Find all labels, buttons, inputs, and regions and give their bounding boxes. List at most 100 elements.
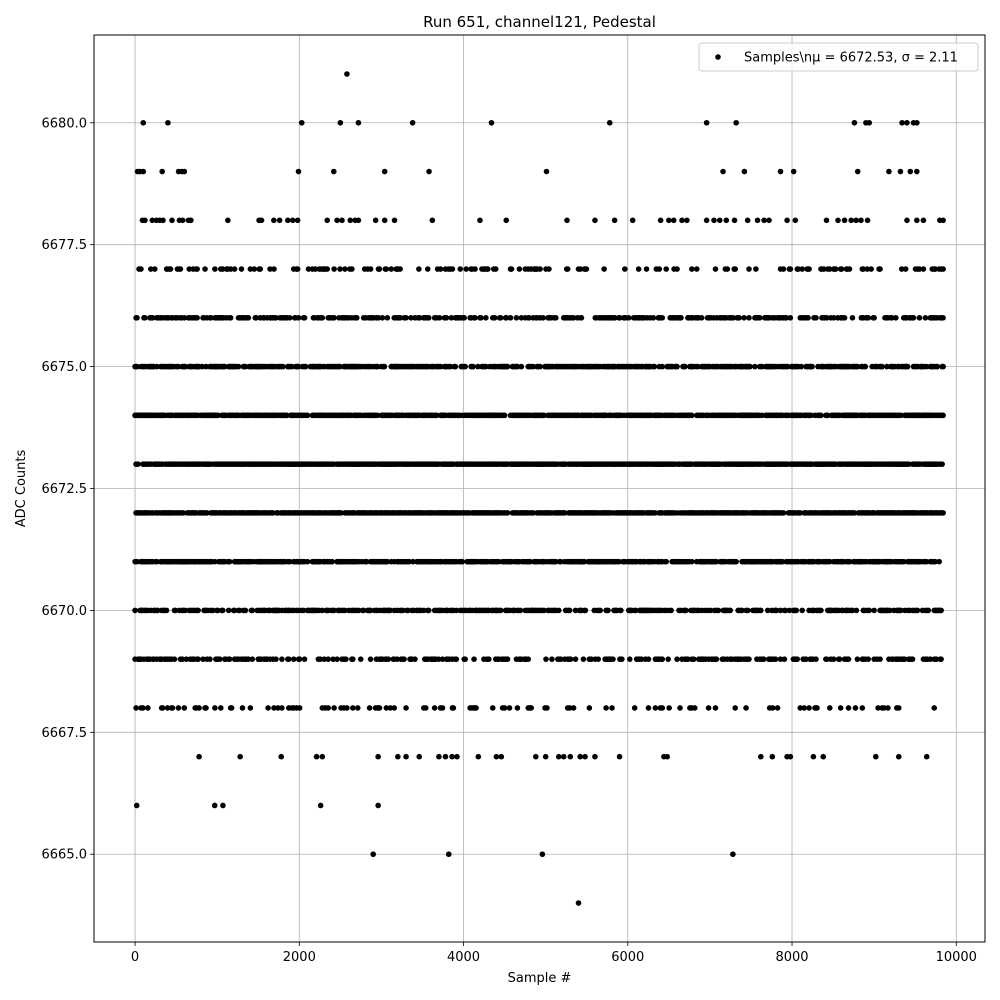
data-point	[475, 753, 482, 760]
data-point	[436, 315, 443, 321]
data-point	[940, 217, 946, 224]
data-point	[219, 266, 226, 272]
data-point	[353, 315, 360, 321]
data-point	[927, 656, 934, 662]
data-point	[875, 705, 881, 711]
data-point	[295, 168, 302, 175]
data-point	[492, 266, 499, 272]
data-point	[879, 363, 885, 370]
data-point	[366, 705, 373, 711]
data-point	[732, 266, 738, 272]
data-point	[835, 217, 841, 224]
y-tick-label: 6667.5	[42, 726, 88, 741]
data-point	[295, 315, 302, 321]
data-point	[305, 266, 312, 272]
data-point	[513, 315, 520, 321]
data-point	[160, 217, 166, 224]
data-point	[237, 753, 243, 760]
data-point	[406, 558, 412, 565]
data-point	[349, 266, 355, 272]
data-point	[408, 315, 414, 321]
data-point	[823, 217, 830, 224]
data-point	[832, 266, 839, 272]
data-point	[932, 558, 939, 565]
data-point	[754, 217, 761, 224]
data-point	[337, 266, 343, 272]
data-point	[514, 363, 521, 370]
data-point	[462, 656, 468, 662]
data-point	[698, 315, 705, 321]
data-point	[923, 363, 930, 370]
legend-label: Samples\nμ = 6672.53, σ = 2.11	[744, 51, 958, 66]
data-point	[923, 558, 930, 565]
data-point	[567, 656, 574, 662]
data-point	[813, 315, 819, 321]
data-point	[271, 705, 277, 711]
data-point	[181, 705, 188, 711]
data-point	[422, 705, 429, 711]
data-point	[312, 266, 319, 272]
data-point	[483, 363, 489, 370]
data-point	[179, 656, 186, 662]
data-point	[854, 656, 861, 662]
data-point	[897, 412, 904, 419]
data-point	[296, 656, 303, 662]
data-point	[227, 266, 234, 272]
data-point	[463, 266, 469, 272]
data-point	[436, 753, 442, 760]
data-point	[629, 217, 636, 224]
data-point	[914, 119, 920, 126]
data-point	[838, 266, 845, 272]
data-point	[580, 656, 587, 662]
data-point	[830, 656, 837, 662]
data-point	[267, 266, 273, 272]
data-point	[416, 753, 422, 760]
data-point	[445, 851, 452, 858]
data-point	[940, 266, 946, 272]
data-point	[746, 315, 752, 321]
data-point	[426, 168, 432, 175]
data-point	[330, 656, 336, 662]
data-point	[203, 363, 209, 370]
data-point	[659, 315, 666, 321]
data-point	[132, 607, 138, 614]
data-point	[931, 705, 938, 711]
data-point	[473, 705, 479, 711]
data-point	[760, 656, 767, 662]
data-point	[450, 705, 457, 711]
data-point	[567, 753, 574, 760]
data-point	[826, 266, 833, 272]
data-points	[132, 71, 946, 906]
y-axis-label: ADC Counts	[14, 450, 29, 528]
data-point	[543, 168, 550, 175]
data-point	[769, 753, 776, 760]
data-point	[151, 266, 158, 272]
data-point	[934, 363, 941, 370]
data-point	[713, 558, 720, 565]
data-point	[231, 607, 238, 614]
data-point	[225, 217, 231, 224]
data-point	[279, 656, 285, 662]
data-point	[575, 900, 582, 906]
data-point	[203, 705, 209, 711]
data-point	[910, 315, 917, 321]
data-point	[793, 607, 800, 614]
data-point	[302, 363, 309, 370]
data-point	[355, 607, 362, 614]
data-point	[902, 266, 909, 272]
data-point	[645, 705, 652, 711]
data-point	[659, 705, 666, 711]
data-point	[461, 315, 467, 321]
data-point	[420, 607, 427, 614]
data-point	[606, 119, 613, 126]
data-point	[472, 315, 478, 321]
legend-box	[698, 42, 979, 72]
data-point	[720, 168, 726, 175]
data-point	[664, 753, 670, 760]
data-point	[909, 656, 916, 662]
data-point	[140, 168, 147, 175]
data-point	[337, 363, 343, 370]
data-point	[425, 607, 432, 614]
data-point	[439, 705, 446, 711]
data-point	[219, 607, 226, 614]
